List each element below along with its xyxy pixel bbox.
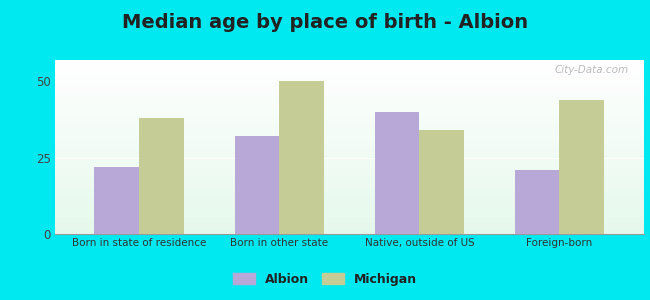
Bar (280, 81, 324, 234)
Bar (235, 136, 280, 234)
Text: City-Data.com: City-Data.com (554, 65, 629, 75)
Bar (560, 100, 604, 234)
Bar (94, 167, 139, 234)
Bar (139, 118, 184, 234)
Bar (515, 170, 560, 234)
Bar (374, 112, 419, 234)
Text: Median age by place of birth - Albion: Median age by place of birth - Albion (122, 14, 528, 32)
Legend: Albion, Michigan: Albion, Michigan (227, 268, 422, 291)
Bar (419, 130, 464, 234)
